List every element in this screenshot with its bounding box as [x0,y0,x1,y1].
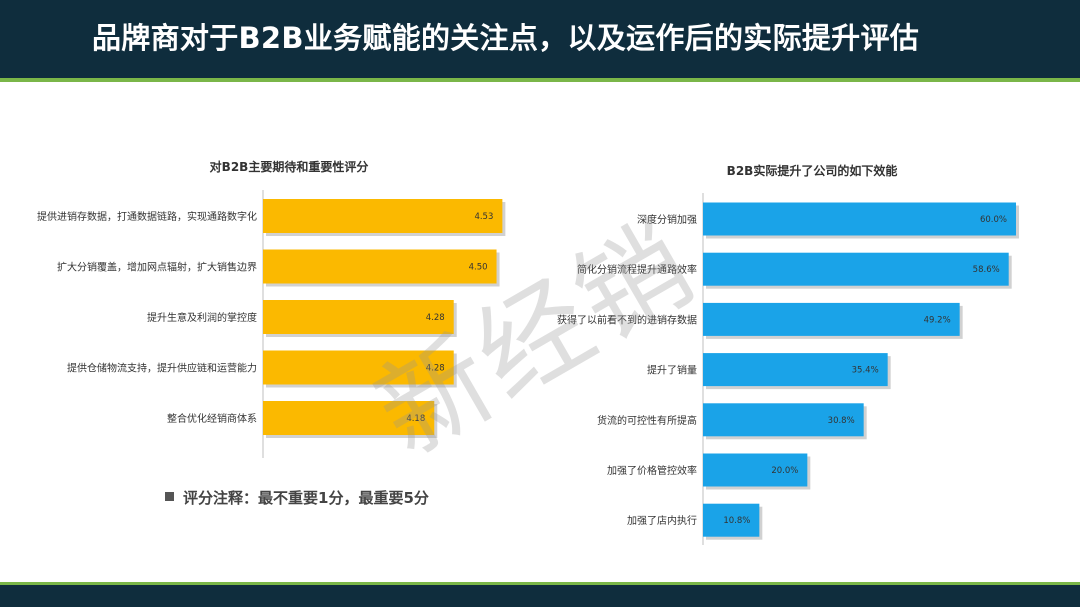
efficiency-bar [703,503,760,537]
page-title: 品牌商对于B2B业务赋能的关注点，以及运作后的实际提升评估 [92,21,920,55]
score-note-text: 评分注释：最不重要1分，最重要5分 [183,489,429,507]
importance-category-label: 提供仓储物流支持，提升供应链和运营能力 [67,362,257,375]
importance-value-label: 4.18 [406,414,425,424]
note-bullet-icon [165,492,174,501]
efficiency-value-label: 49.2% [924,315,951,325]
efficiency-category-label: 货流的可控性有所提高 [597,414,697,427]
efficiency-category-label: 简化分销流程提升通路效率 [577,263,697,276]
efficiency-value-label: 60.0% [980,215,1007,225]
efficiency-bar [703,403,864,437]
efficiency-category-label: 加强了店内执行 [627,514,697,527]
header-bar: 品牌商对于B2B业务赋能的关注点，以及运作后的实际提升评估 [0,0,1080,78]
importance-category-label: 提升生意及利润的掌控度 [147,311,257,324]
importance-value-label: 4.28 [426,313,445,323]
efficiency-bar [703,302,960,336]
footer-bar [0,585,1080,607]
efficiency-bar [703,353,888,387]
score-note: 评分注释：最不重要1分，最重要5分 [165,487,429,509]
importance-bar [263,249,497,284]
importance-category-label: 整合优化经销商体系 [167,412,257,425]
efficiency-value-label: 20.0% [771,466,798,476]
efficiency-value-label: 30.8% [828,416,855,426]
importance-chart-title: 对B2B主要期待和重要性评分 [210,159,369,174]
efficiency-category-label: 提升了销量 [647,364,697,377]
importance-value-label: 4.53 [474,212,493,222]
efficiency-value-label: 10.8% [723,516,750,526]
efficiency-category-label: 加强了价格管控效率 [607,464,697,477]
efficiency-bar [703,252,1009,286]
importance-bar [263,199,503,233]
efficiency-category-label: 深度分销加强 [637,213,697,226]
efficiency-value-label: 58.6% [973,265,1000,275]
importance-bar [263,300,454,334]
efficiency-bar [703,202,1016,236]
efficiency-chart-title: B2B实际提升了公司的如下效能 [727,163,898,178]
importance-value-label: 4.50 [469,263,488,273]
header-accent-line [0,78,1080,82]
importance-bar [263,350,454,385]
footer-accent-line [0,582,1080,585]
efficiency-value-label: 35.4% [852,366,879,376]
importance-value-label: 4.28 [426,364,445,374]
importance-category-label: 扩大分销覆盖，增加网点辐射，扩大销售边界 [57,261,257,274]
importance-bar [263,401,435,435]
efficiency-category-label: 获得了以前看不到的进销存数据 [557,313,697,326]
efficiency-bar [703,453,808,487]
importance-category-label: 提供进销存数据，打通数据链路，实现通路数字化 [37,210,257,223]
